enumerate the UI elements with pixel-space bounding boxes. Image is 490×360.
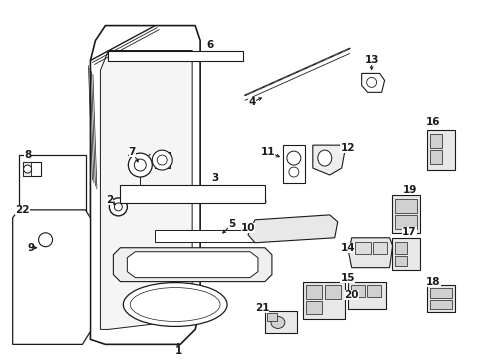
Text: 21: 21: [255, 302, 269, 312]
Bar: [306, 301, 322, 315]
Text: 20: 20: [344, 289, 359, 300]
Text: 19: 19: [402, 185, 416, 195]
Bar: [351, 285, 365, 297]
Text: 3: 3: [212, 173, 219, 183]
Text: 13: 13: [365, 55, 379, 66]
Bar: [355, 242, 370, 254]
Bar: [431, 300, 452, 310]
Ellipse shape: [289, 167, 299, 177]
Text: 22: 22: [15, 205, 30, 215]
Bar: [394, 256, 407, 266]
Polygon shape: [127, 252, 258, 278]
Bar: [23, 162, 41, 176]
Polygon shape: [362, 73, 385, 92]
Bar: [325, 285, 341, 298]
Bar: [348, 282, 386, 310]
Bar: [306, 285, 322, 298]
Text: 1: 1: [174, 346, 182, 356]
Ellipse shape: [114, 203, 122, 211]
Bar: [155, 230, 255, 242]
Text: 2: 2: [106, 195, 113, 205]
Bar: [431, 288, 452, 298]
Bar: [265, 311, 297, 333]
Text: 8: 8: [24, 150, 31, 160]
Bar: [431, 134, 442, 148]
Bar: [431, 150, 442, 164]
Ellipse shape: [109, 198, 127, 216]
Bar: [427, 130, 455, 170]
Ellipse shape: [24, 165, 32, 173]
Polygon shape: [13, 210, 91, 345]
Text: 10: 10: [241, 223, 255, 233]
Ellipse shape: [271, 316, 285, 328]
Ellipse shape: [39, 233, 52, 247]
Bar: [267, 314, 277, 321]
Text: 14: 14: [341, 243, 355, 253]
Ellipse shape: [287, 151, 301, 165]
Bar: [19, 155, 86, 265]
Text: 12: 12: [341, 143, 355, 153]
Text: 11: 11: [261, 147, 275, 157]
Bar: [367, 285, 381, 297]
Ellipse shape: [157, 155, 167, 165]
Text: 6: 6: [206, 40, 214, 50]
Bar: [121, 185, 265, 203]
Text: 5: 5: [228, 219, 236, 229]
Bar: [108, 50, 243, 62]
Text: 18: 18: [426, 276, 441, 287]
Polygon shape: [313, 145, 345, 175]
Text: 17: 17: [402, 227, 417, 237]
Bar: [283, 145, 305, 183]
Ellipse shape: [128, 153, 152, 177]
Text: 4: 4: [248, 97, 256, 107]
Bar: [392, 238, 419, 270]
Polygon shape: [248, 215, 338, 243]
Ellipse shape: [134, 159, 147, 171]
Polygon shape: [349, 238, 392, 268]
Ellipse shape: [318, 150, 332, 166]
Text: 16: 16: [426, 117, 441, 127]
Text: 9: 9: [27, 243, 34, 253]
Bar: [394, 215, 416, 229]
Bar: [372, 242, 387, 254]
Polygon shape: [91, 26, 200, 345]
Bar: [23, 162, 30, 176]
Bar: [394, 242, 407, 254]
Bar: [392, 195, 419, 233]
Ellipse shape: [123, 283, 227, 327]
Text: 15: 15: [341, 273, 355, 283]
Bar: [394, 199, 416, 213]
Ellipse shape: [367, 77, 377, 87]
Polygon shape: [100, 50, 192, 329]
Bar: [303, 282, 345, 319]
Polygon shape: [113, 248, 272, 282]
Text: 7: 7: [129, 147, 136, 157]
Ellipse shape: [152, 150, 172, 170]
Bar: [427, 285, 455, 312]
